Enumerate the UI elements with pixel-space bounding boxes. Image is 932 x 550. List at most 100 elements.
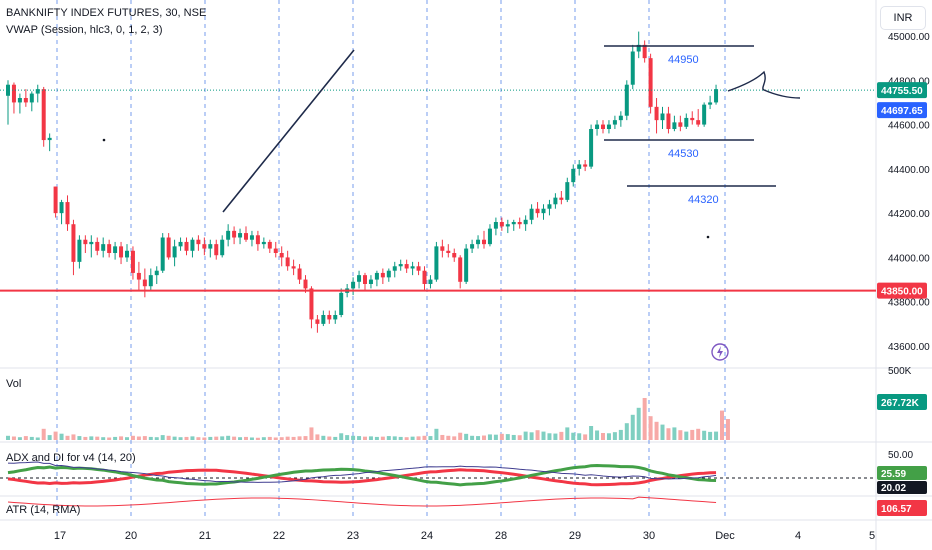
- time-axis-label: 29: [569, 530, 581, 542]
- time-axis-label: 23: [347, 530, 359, 542]
- volume-bar: [17, 437, 22, 440]
- adx-green-label: 25.59: [881, 469, 906, 480]
- volume-bar: [220, 436, 225, 440]
- volume-bar: [297, 436, 302, 440]
- candle-body: [642, 44, 647, 59]
- volume-bar: [541, 431, 546, 440]
- time-axis: 17 20 21 22 23 24 28 29 30 Dec 4 5: [54, 530, 875, 542]
- volume-bar: [571, 432, 576, 440]
- volume-bar: [505, 434, 510, 440]
- volume-bar: [190, 436, 195, 440]
- volume-bar: [642, 398, 647, 440]
- volume-bar: [11, 436, 16, 440]
- volume-bar: [482, 435, 486, 440]
- volume-bar: [386, 436, 391, 440]
- volume-bar: [529, 432, 534, 440]
- candle-body: [458, 257, 463, 282]
- candle-body: [113, 246, 118, 253]
- volume-bar: [464, 433, 469, 440]
- candle-body: [238, 233, 243, 238]
- candle-body: [380, 272, 385, 278]
- candle-body: [422, 270, 427, 284]
- candle-body: [226, 230, 231, 240]
- candle-body: [440, 246, 445, 251]
- volume-bar: [458, 432, 463, 440]
- volume-bar: [660, 424, 665, 440]
- volume-bar: [29, 436, 34, 440]
- candle-body: [606, 124, 611, 129]
- candle-body: [636, 44, 641, 52]
- candle-body: [279, 253, 284, 258]
- projection-curve[interactable]: [727, 70, 801, 99]
- volume-last-label: 267.72K: [881, 398, 920, 409]
- adx-red-box: [877, 481, 927, 494]
- volume-bar: [166, 435, 171, 440]
- price-tick: 45000.00: [888, 32, 930, 43]
- volume-bar: [285, 436, 290, 440]
- candle-body: [285, 257, 290, 267]
- adx-green-box: [877, 466, 927, 480]
- candle-body: [71, 224, 76, 262]
- volume-bar: [398, 436, 403, 440]
- candle-body: [684, 117, 689, 127]
- candle-body: [11, 84, 16, 103]
- candle-body: [666, 113, 671, 129]
- candle-body: [125, 250, 129, 258]
- price-axis: 45000.00 44800.00 44600.00 44400.00 44200.00…: [888, 32, 930, 353]
- candle-body: [273, 248, 278, 253]
- volume-bar: [595, 430, 600, 440]
- time-axis-label: Dec: [715, 530, 735, 542]
- volume-bar: [357, 436, 362, 440]
- candle-body: [59, 202, 64, 214]
- candle-body: [95, 241, 100, 251]
- candle-body: [339, 292, 344, 315]
- chart-title: BANKNIFTY INDEX FUTURES, 30, NSE: [6, 7, 207, 19]
- price-label: 44755.50: [881, 86, 923, 97]
- drawing-dot: [706, 235, 710, 239]
- atr-line: [7, 496, 717, 507]
- volume-bar: [606, 433, 611, 440]
- candle-body: [29, 93, 34, 103]
- candle-body: [386, 270, 391, 278]
- volume-bar: [380, 436, 385, 440]
- volume-bar: [255, 437, 260, 440]
- user-drawings[interactable]: [102, 45, 801, 239]
- atr-last-label: 106.57: [881, 504, 912, 515]
- currency-button[interactable]: INR: [880, 6, 926, 30]
- candle-body: [148, 275, 153, 287]
- volume-bar: [654, 421, 659, 440]
- candle-body: [660, 113, 665, 121]
- volume-bar: [327, 436, 332, 440]
- candle-body: [267, 241, 272, 249]
- candlestick-series[interactable]: [6, 31, 719, 333]
- candle-body: [565, 182, 570, 200]
- candle-body: [505, 224, 510, 227]
- volume-bar: [714, 431, 719, 440]
- annotation-label: 44950: [668, 54, 699, 66]
- volume-bar: [148, 436, 153, 440]
- candle-body: [196, 239, 201, 245]
- candle-body: [249, 235, 254, 240]
- price-tick: 43600.00: [888, 342, 930, 353]
- candle-body: [315, 319, 320, 324]
- lightning-icon[interactable]: [711, 343, 729, 361]
- candle-body: [672, 122, 677, 129]
- candle-body: [291, 266, 296, 269]
- candle-body: [678, 122, 683, 127]
- volume-bar: [725, 419, 730, 440]
- volume-bar: [160, 435, 165, 440]
- volume-bar: [553, 433, 558, 440]
- vwap-legend: VWAP (Session, hlc3, 0, 1, 2, 3): [6, 24, 163, 36]
- volume-bar: [434, 428, 439, 440]
- volume-bar: [368, 436, 373, 440]
- candle-body: [559, 197, 564, 200]
- volume-bar: [577, 433, 582, 440]
- trend-line[interactable]: [222, 49, 355, 213]
- volume-bar: [428, 436, 433, 440]
- candle-body: [77, 239, 82, 262]
- candle-body: [119, 246, 124, 258]
- price-tick: 44400.00: [888, 165, 930, 176]
- candle-body: [154, 270, 159, 276]
- candle-body: [83, 239, 88, 245]
